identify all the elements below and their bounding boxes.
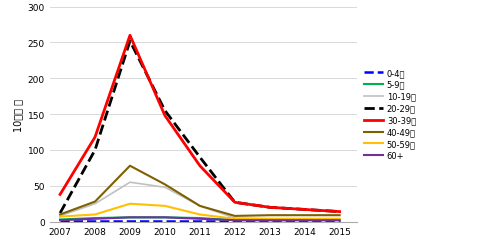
30-39세	[302, 208, 308, 211]
10-19세	[162, 186, 168, 189]
5-9세	[57, 218, 63, 221]
0-4세	[232, 219, 238, 223]
20-29세	[232, 201, 238, 204]
10-19세	[337, 217, 343, 220]
20-29세	[302, 208, 308, 211]
Line: 50-59세: 50-59세	[60, 204, 340, 219]
30-39세	[127, 35, 133, 38]
20-29세	[267, 206, 273, 209]
5-9세	[197, 217, 203, 220]
10-19세	[232, 217, 238, 220]
Line: 10-19세: 10-19세	[60, 182, 340, 219]
5-9세	[162, 216, 168, 219]
20-29세	[57, 212, 63, 215]
50-59세	[92, 213, 98, 216]
40-49세	[232, 214, 238, 217]
60+	[337, 219, 343, 222]
Y-axis label: 10만명 당: 10만명 당	[13, 98, 23, 131]
0-4세	[302, 219, 308, 223]
Line: 30-39세: 30-39세	[60, 36, 340, 212]
60+	[197, 217, 203, 220]
40-49세	[57, 213, 63, 216]
Line: 5-9세: 5-9세	[60, 217, 340, 220]
5-9세	[127, 216, 133, 219]
30-39세	[92, 136, 98, 139]
5-9세	[337, 219, 343, 222]
5-9세	[267, 219, 273, 222]
10-19세	[57, 214, 63, 217]
50-59세	[197, 213, 203, 216]
10-19세	[302, 217, 308, 220]
60+	[267, 219, 273, 222]
50-59세	[162, 205, 168, 208]
0-4세	[267, 219, 273, 223]
50-59세	[267, 217, 273, 220]
50-59세	[337, 217, 343, 220]
50-59세	[232, 217, 238, 220]
20-29세	[162, 110, 168, 113]
20-29세	[337, 210, 343, 213]
30-39세	[57, 193, 63, 196]
0-4세	[92, 219, 98, 223]
Line: 20-29세: 20-29세	[60, 42, 340, 213]
Legend: 0-4세, 5-9세, 10-19세, 20-29세, 30-39세, 40-49세, 50-59세, 60+: 0-4세, 5-9세, 10-19세, 20-29세, 30-39세, 40-4…	[365, 69, 416, 161]
40-49세	[267, 214, 273, 217]
0-4세	[57, 219, 63, 223]
10-19세	[127, 181, 133, 184]
40-49세	[162, 183, 168, 186]
40-49세	[197, 205, 203, 208]
40-49세	[337, 214, 343, 217]
30-39세	[162, 115, 168, 118]
60+	[57, 219, 63, 222]
5-9세	[302, 219, 308, 222]
10-19세	[197, 205, 203, 208]
0-4세	[127, 219, 133, 223]
20-29세	[197, 156, 203, 159]
40-49세	[92, 200, 98, 203]
60+	[302, 219, 308, 222]
60+	[162, 216, 168, 219]
0-4세	[197, 219, 203, 223]
50-59세	[127, 202, 133, 205]
30-39세	[267, 206, 273, 209]
50-59세	[57, 215, 63, 218]
50-59세	[302, 217, 308, 220]
30-39세	[337, 210, 343, 213]
0-4세	[337, 219, 343, 223]
Line: 60+: 60+	[60, 217, 340, 220]
20-29세	[127, 40, 133, 43]
10-19세	[92, 202, 98, 205]
0-4세	[162, 219, 168, 223]
30-39세	[197, 165, 203, 168]
5-9세	[92, 217, 98, 220]
60+	[92, 217, 98, 220]
30-39세	[232, 201, 238, 204]
5-9세	[232, 219, 238, 222]
40-49세	[302, 214, 308, 217]
Line: 40-49세: 40-49세	[60, 166, 340, 216]
60+	[232, 219, 238, 222]
40-49세	[127, 165, 133, 168]
10-19세	[267, 217, 273, 220]
20-29세	[92, 149, 98, 152]
60+	[127, 216, 133, 219]
